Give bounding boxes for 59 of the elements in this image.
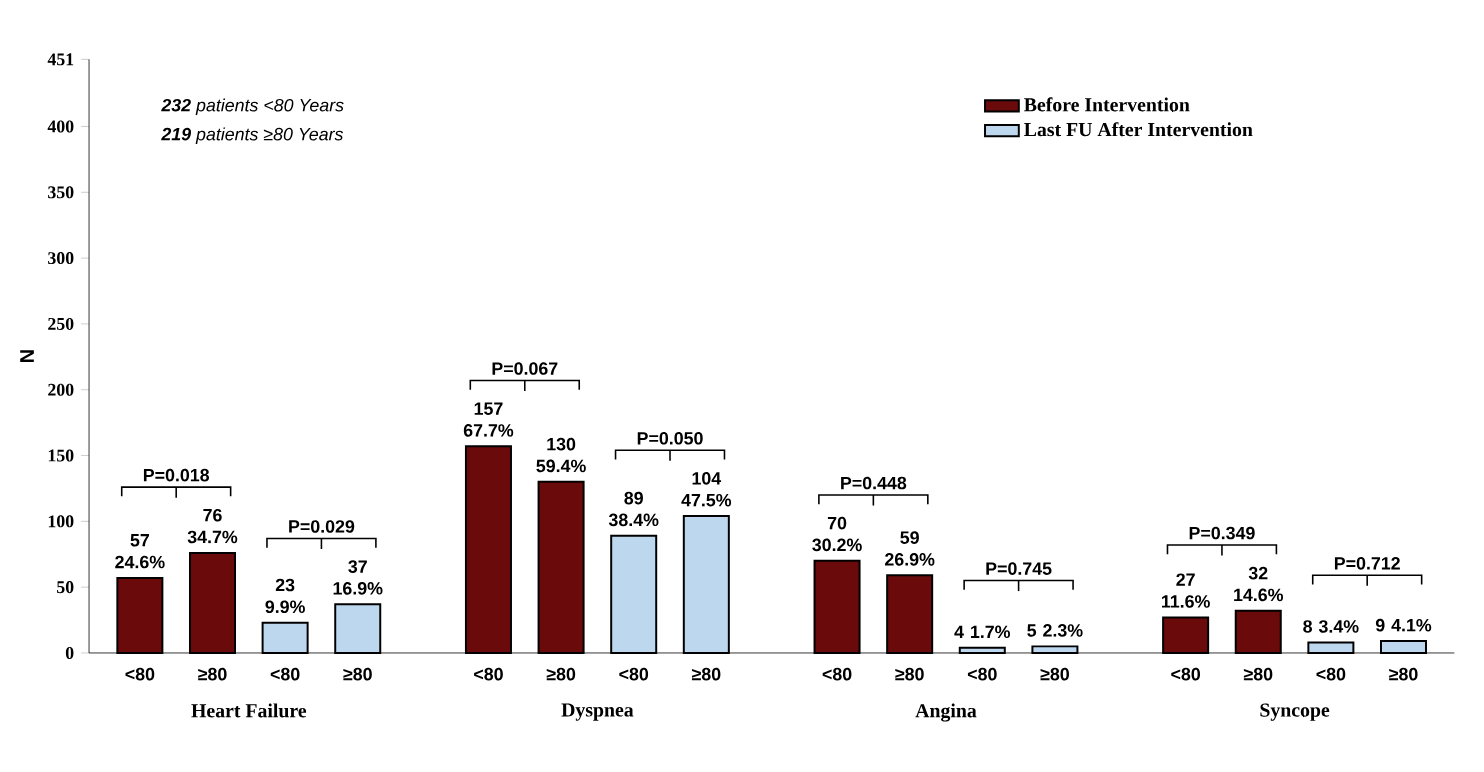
y-tick-label: 350 xyxy=(48,186,74,199)
data-label: 37 16.9% xyxy=(333,560,383,595)
data-label: 70 30.2% xyxy=(812,516,862,552)
data-label: 5 2.3% xyxy=(1027,624,1083,637)
y-tick-label: 250 xyxy=(48,318,74,331)
annotation: P=0.712 xyxy=(1334,557,1400,570)
data-label: 76 34.7% xyxy=(187,509,238,544)
x-tick-label: <80 xyxy=(1171,668,1201,681)
y-tick-label: 150 xyxy=(48,449,74,462)
data-label: 4 1.7% xyxy=(954,625,1011,639)
x-tick-label: ≥80 xyxy=(546,668,576,681)
annotation: P=0.029 xyxy=(289,520,355,533)
data-label: 27 11.6% xyxy=(1161,573,1210,608)
annotation: P=0.745 xyxy=(986,562,1052,576)
data-label: 89 38.4% xyxy=(608,491,659,527)
annotation: 232 patients <80 Years xyxy=(161,98,344,116)
annotation: P=0.067 xyxy=(492,362,558,375)
data-label: 23 9.9% xyxy=(265,578,305,614)
annotation: P=0.349 xyxy=(1189,526,1255,540)
legend-label: Before Intervention xyxy=(1024,97,1190,112)
annotation: 219 patients ≥80 Years xyxy=(161,127,344,145)
x-tick-label: <80 xyxy=(1316,668,1346,681)
text: Heart Failure xyxy=(191,703,307,718)
annotation: P=0.448 xyxy=(841,476,907,490)
data-label: 59 26.9% xyxy=(885,531,935,566)
y-tick-label: 100 xyxy=(48,515,74,528)
data-label: 57 24.6% xyxy=(115,534,165,569)
y-tick-label: 0 xyxy=(65,647,74,660)
text: Angina xyxy=(915,703,977,722)
x-tick-label: <80 xyxy=(967,668,997,681)
x-tick-label: <80 xyxy=(270,668,300,681)
data-label: 157 67.7% xyxy=(463,402,514,437)
annotation: P=0.050 xyxy=(637,432,703,445)
x-tick-label: <80 xyxy=(125,668,155,681)
x-tick-label: ≥80 xyxy=(895,668,924,681)
y-tick-label: 50 xyxy=(57,581,74,594)
x-tick-label: ≥80 xyxy=(691,668,721,681)
y-tick-label: 200 xyxy=(48,383,74,396)
x-tick-label: ≥80 xyxy=(198,668,227,681)
x-tick-label: <80 xyxy=(822,668,852,681)
x-tick-label: <80 xyxy=(619,668,649,681)
y-axis-title: N xyxy=(20,350,34,363)
x-tick-label: ≥80 xyxy=(1243,668,1273,681)
data-label: 9 4.1% xyxy=(1375,619,1432,632)
text: Syncope xyxy=(1260,703,1330,722)
annotation: P=0.018 xyxy=(143,468,210,482)
data-label: 8 3.4% xyxy=(1303,620,1359,633)
data-label: 104 47.5% xyxy=(681,472,732,507)
legend-label: Last FU After Intervention xyxy=(1024,122,1253,137)
x-tick-label: <80 xyxy=(474,668,503,681)
x-tick-label: ≥80 xyxy=(343,668,372,681)
x-tick-label: ≥80 xyxy=(1040,668,1069,681)
y-tick-label: 451 xyxy=(47,53,74,66)
text: Dyspnea xyxy=(561,703,634,721)
data-label: 130 59.4% xyxy=(536,438,586,473)
y-tick-label: 400 xyxy=(47,120,74,133)
x-tick-label: ≥80 xyxy=(1389,668,1418,681)
data-label: 32 14.6% xyxy=(1234,566,1284,602)
y-tick-label: 300 xyxy=(48,252,74,265)
